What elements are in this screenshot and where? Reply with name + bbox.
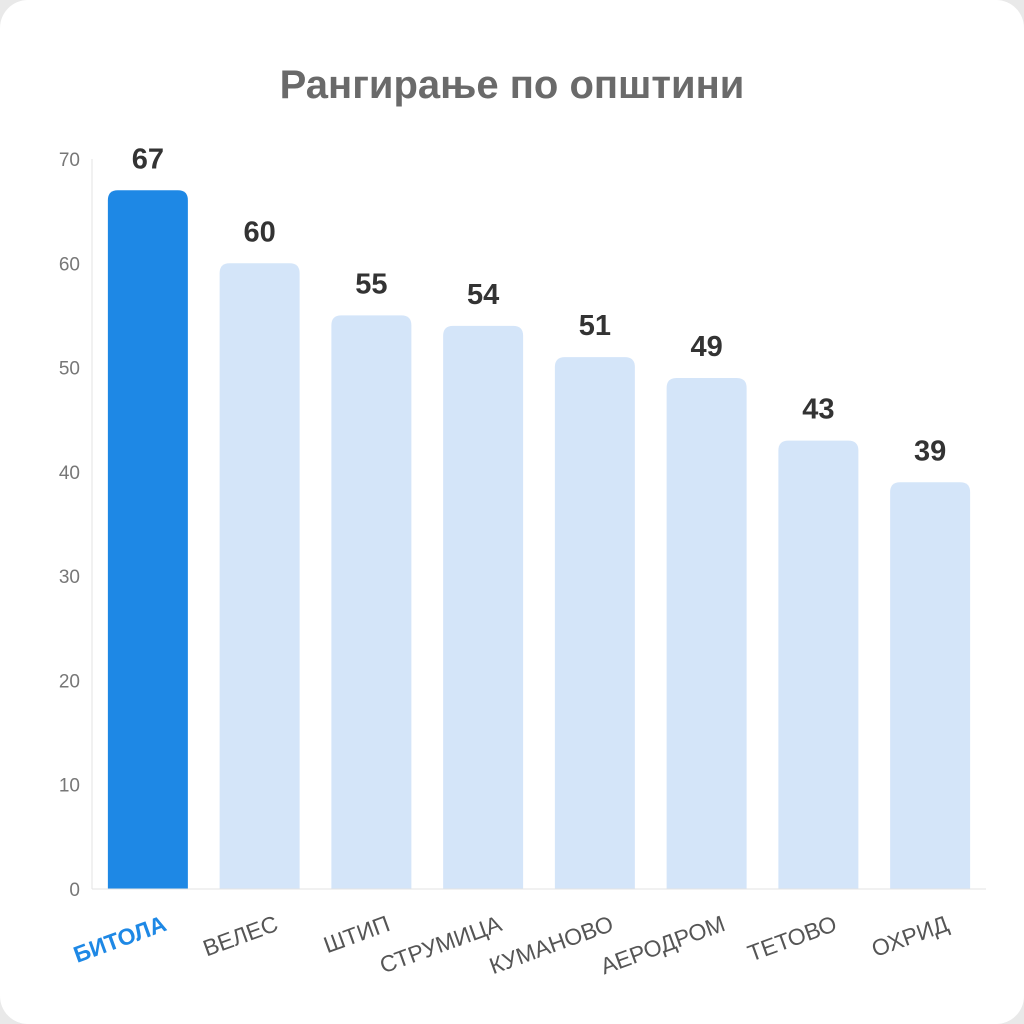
value-label: 55 — [355, 268, 387, 300]
y-tick-label: 0 — [69, 880, 80, 901]
bar-4[interactable] — [443, 325, 524, 889]
x-tick-label: БИТОЛА — [70, 910, 170, 967]
bar-6[interactable] — [666, 378, 747, 889]
chart-title: Рангирање по општини — [280, 63, 745, 107]
bar-1[interactable] — [107, 190, 188, 890]
y-tick-label: 50 — [59, 359, 80, 380]
x-tick-label: КУМАНОВО — [486, 910, 617, 979]
x-tick-label: СТРУМИЦА — [376, 910, 505, 978]
bar-7[interactable] — [778, 440, 859, 889]
value-label: 49 — [690, 331, 722, 363]
value-label: 51 — [579, 310, 611, 342]
bar-3[interactable] — [331, 315, 412, 889]
y-tick-label: 30 — [59, 567, 80, 588]
y-axis: 0 10 20 30 40 50 60 70 — [59, 150, 93, 901]
bar-8[interactable] — [890, 482, 971, 889]
value-label: 67 — [132, 143, 164, 175]
value-label: 43 — [802, 394, 834, 426]
x-tick-label: ОХРИД — [868, 910, 952, 962]
bar-5[interactable] — [554, 357, 635, 890]
y-tick-label: 20 — [59, 671, 80, 692]
x-tick-label: АЕРОДРОМ — [597, 910, 728, 979]
value-label: 54 — [467, 279, 499, 311]
y-tick-label: 40 — [59, 463, 80, 484]
x-tick-label: ТЕТОВО — [744, 910, 840, 966]
value-label: 39 — [914, 435, 946, 467]
y-tick-label: 10 — [59, 776, 80, 797]
y-tick-label: 60 — [59, 254, 80, 275]
y-tick-label: 70 — [59, 150, 80, 171]
bars — [107, 190, 971, 890]
x-tick-label: ВЕЛЕС — [199, 910, 281, 961]
value-labels: 67 60 55 54 51 49 43 39 — [132, 143, 947, 467]
bar-2[interactable] — [219, 263, 300, 889]
value-label: 60 — [243, 216, 275, 248]
